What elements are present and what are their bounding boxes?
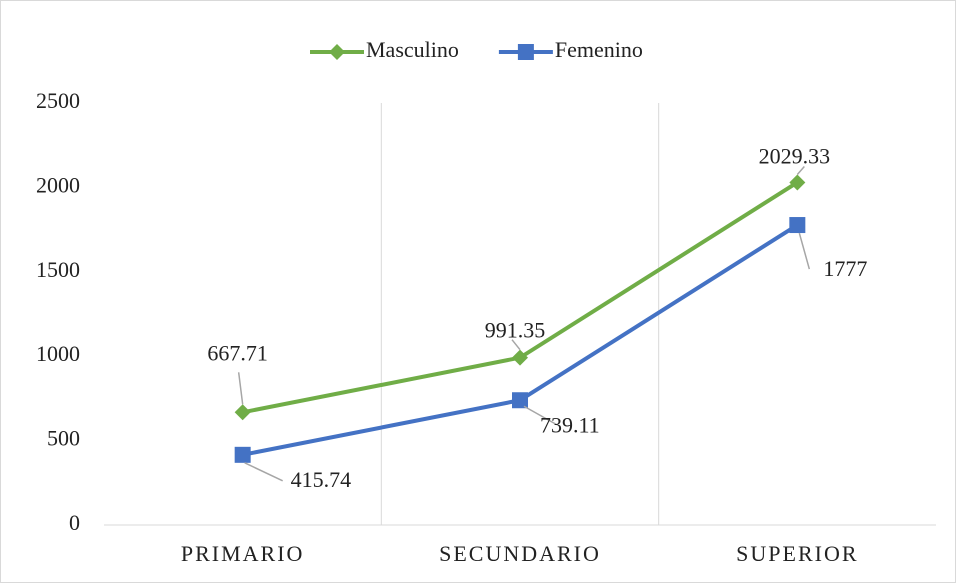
leader-line xyxy=(511,339,521,351)
data-label: 991.35 xyxy=(485,318,546,343)
y-tick-label: 500 xyxy=(47,426,80,451)
data-point xyxy=(789,217,806,234)
leader-line xyxy=(244,462,283,482)
leader-line xyxy=(798,232,811,270)
data-label: 667.71 xyxy=(207,340,268,365)
data-point xyxy=(512,392,528,409)
y-tick-label: 2500 xyxy=(36,88,80,113)
x-tick-label: SUPERIOR xyxy=(736,541,858,566)
leader-line xyxy=(237,372,244,405)
data-label: 415.74 xyxy=(291,467,352,492)
y-tick-label: 2000 xyxy=(36,172,80,197)
data-point xyxy=(234,446,251,463)
data-point xyxy=(512,349,528,366)
x-tick-label: PRIMARIO xyxy=(181,541,305,566)
legend-marker xyxy=(329,44,345,60)
legend-label: Masculino xyxy=(366,37,459,62)
data-label: 1777 xyxy=(823,256,867,281)
y-tick-label: 1500 xyxy=(36,257,80,282)
data-label: 739.11 xyxy=(540,412,600,437)
legend-marker xyxy=(517,44,534,60)
leader-line xyxy=(796,165,805,175)
y-tick-label: 1000 xyxy=(36,341,80,366)
data-point xyxy=(234,404,251,421)
leader-line xyxy=(523,405,557,425)
y-tick-label: 0 xyxy=(69,510,80,535)
legend-label: Femenino xyxy=(555,37,643,62)
x-tick-label: SECUNDARIO xyxy=(439,541,601,566)
data-label: 2029.33 xyxy=(759,143,831,168)
data-point xyxy=(789,174,806,191)
